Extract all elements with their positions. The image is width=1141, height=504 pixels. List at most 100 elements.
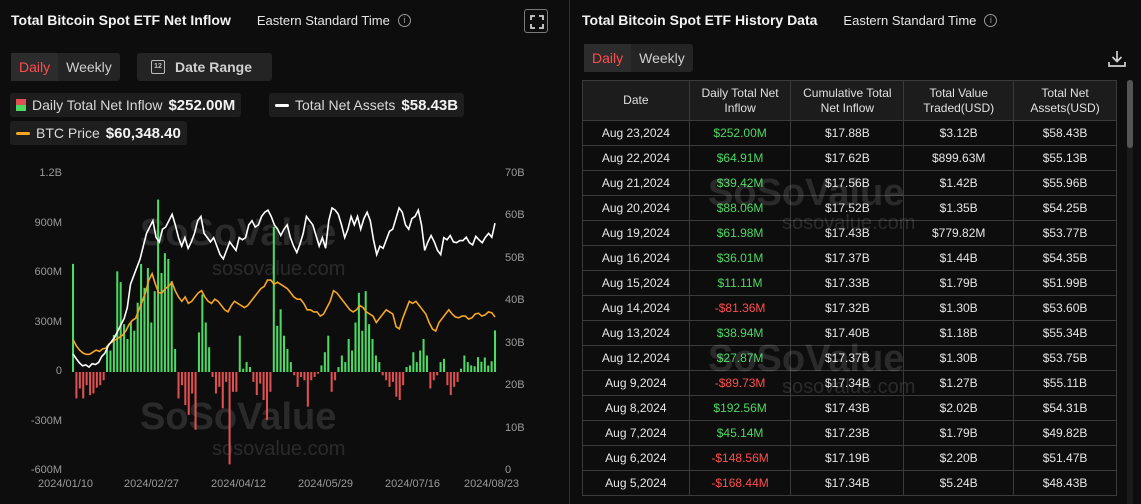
right-axis-tick: 70B	[505, 167, 525, 179]
cell-value-traded: $1.18B	[903, 320, 1015, 346]
tab-weekly[interactable]: Weekly	[66, 59, 112, 75]
cell-value-traded: $2.20B	[903, 445, 1015, 471]
cell-net-assets: $53.75B	[1013, 345, 1117, 371]
cell-cumulative: $17.88B	[790, 120, 905, 146]
cell-cumulative: $17.40B	[790, 320, 905, 346]
cell-value-traded: $899.63M	[903, 145, 1015, 171]
table-row[interactable]: Aug 21,2024 $39.42M $17.56B $1.42B $55.96B	[582, 170, 1117, 196]
cell-value-traded: $2.02B	[903, 395, 1015, 421]
table-row[interactable]: Aug 15,2024 $11.11M $17.33B $1.79B $51.99B	[582, 270, 1117, 296]
cell-value-traded: $1.44B	[903, 245, 1015, 271]
table-row[interactable]: Aug 12,2024 $27.87M $17.37B $1.30B $53.75B	[582, 345, 1117, 371]
col-value-traded[interactable]: Total Value Traded(USD)	[903, 80, 1015, 121]
x-axis-tick: 2024/08/23	[464, 478, 520, 490]
cell-value-traded: $3.12B	[903, 120, 1015, 146]
cell-daily-inflow: $27.87M	[688, 345, 792, 371]
table-header: Total Bitcoin Spot ETF History Data East…	[582, 12, 998, 28]
fullscreen-button[interactable]	[524, 9, 548, 33]
col-daily-inflow[interactable]: Daily Total Net Inflow	[688, 80, 792, 121]
legend-btc-value: $60,348.40	[105, 124, 181, 142]
table-row[interactable]: Aug 8,2024 $192.56M $17.43B $2.02B $54.31B	[582, 395, 1117, 421]
cell-net-assets: $58.43B	[1013, 120, 1117, 146]
table-row[interactable]: Aug 22,2024 $64.91M $17.62B $899.63M $55.13B	[582, 145, 1117, 171]
cell-daily-inflow: $61.98M	[688, 220, 792, 246]
cell-net-assets: $55.96B	[1013, 170, 1117, 196]
left-axis-tick: 300M	[34, 315, 62, 328]
right-axis-tick: 0	[505, 464, 512, 476]
table-row[interactable]: Aug 6,2024 -$148.56M $17.19B $2.20B $51.47B	[582, 445, 1117, 471]
tab-weekly[interactable]: Weekly	[639, 50, 685, 66]
tab-daily[interactable]: Daily	[11, 53, 59, 81]
cell-daily-inflow: $39.42M	[688, 170, 792, 196]
cell-date: Aug 5,2024	[582, 470, 690, 496]
legend-inflow-label: Daily Total Net Inflow	[32, 97, 163, 113]
table-row[interactable]: Aug 16,2024 $36.01M $17.37B $1.44B $54.35B	[582, 245, 1117, 271]
table-row[interactable]: Aug 5,2024 -$168.44M $17.34B $5.24B $48.43B	[582, 470, 1117, 496]
line-swatch-icon	[275, 103, 289, 107]
cell-daily-inflow: $45.14M	[688, 420, 792, 446]
cell-date: Aug 16,2024	[582, 245, 690, 271]
cell-cumulative: $17.37B	[790, 245, 905, 271]
info-icon[interactable]: i	[397, 13, 411, 27]
scrollbar-thumb[interactable]	[1127, 80, 1133, 148]
cell-net-assets: $54.25B	[1013, 195, 1117, 221]
cell-net-assets: $51.47B	[1013, 445, 1117, 471]
cell-date: Aug 13,2024	[582, 320, 690, 346]
period-toggle: Daily Weekly	[584, 44, 693, 72]
cell-cumulative: $17.62B	[790, 145, 905, 171]
legend-inflow[interactable]: Daily Total Net Inflow $252.00M	[10, 93, 242, 117]
cell-value-traded: $1.30B	[903, 345, 1015, 371]
cell-cumulative: $17.34B	[790, 370, 905, 396]
cell-date: Aug 9,2024	[582, 370, 690, 396]
cell-net-assets: $49.82B	[1013, 420, 1117, 446]
cell-value-traded: $1.35B	[903, 195, 1015, 221]
timezone-label: Eastern Standard Time	[256, 12, 390, 28]
fullscreen-icon	[530, 15, 544, 29]
legend-btc-label: BTC Price	[36, 125, 100, 141]
cell-daily-inflow: -$148.56M	[688, 445, 792, 471]
cell-net-assets: $54.31B	[1013, 395, 1117, 421]
left-axis-tick: 900M	[34, 216, 62, 229]
legend-assets[interactable]: Total Net Assets $58.43B	[269, 93, 465, 117]
table-scrollbar[interactable]	[1127, 80, 1133, 504]
col-date[interactable]: Date	[582, 80, 690, 121]
bar-swatch-icon	[16, 99, 26, 111]
legend-btc[interactable]: BTC Price $60,348.40	[10, 121, 187, 145]
cell-daily-inflow: $11.11M	[688, 270, 792, 296]
date-range-label: Date Range	[175, 59, 253, 75]
table-row[interactable]: Aug 19,2024 $61.98M $17.43B $779.82M $53.77B	[582, 220, 1117, 246]
panel-divider	[569, 0, 570, 504]
x-axis-tick: 2024/01/10	[38, 478, 94, 490]
table-row[interactable]: Aug 9,2024 -$89.73M $17.34B $1.27B $55.11B	[582, 370, 1117, 396]
cell-date: Aug 20,2024	[582, 195, 690, 221]
cell-daily-inflow: $88.06M	[688, 195, 792, 221]
table-row[interactable]: Aug 7,2024 $45.14M $17.23B $1.79B $49.82B	[582, 420, 1117, 446]
line-swatch-icon	[16, 131, 30, 135]
cell-net-assets: $55.11B	[1013, 370, 1117, 396]
info-icon[interactable]: i	[984, 13, 998, 27]
tab-daily[interactable]: Daily	[584, 44, 632, 72]
table-title: Total Bitcoin Spot ETF History Data	[582, 12, 818, 28]
col-net-assets[interactable]: Total Net Assets(USD)	[1013, 80, 1117, 121]
table-row[interactable]: Aug 14,2024 -$81.36M $17.32B $1.30B $53.60B	[582, 295, 1117, 321]
inflow-chart[interactable]	[0, 0, 568, 504]
cell-value-traded: $1.27B	[903, 370, 1015, 396]
cell-date: Aug 15,2024	[582, 270, 690, 296]
cell-date: Aug 21,2024	[582, 170, 690, 196]
history-table: Date Daily Total Net Inflow Cumulative T…	[582, 80, 1117, 496]
timezone-label: Eastern Standard Time	[843, 12, 977, 28]
cell-date: Aug 8,2024	[582, 395, 690, 421]
table-row[interactable]: Aug 20,2024 $88.06M $17.52B $1.35B $54.25B	[582, 195, 1117, 221]
calendar-icon: 12	[151, 60, 165, 74]
cell-daily-inflow: -$168.44M	[688, 470, 792, 496]
date-range-button[interactable]: 12 Date Range	[137, 53, 272, 81]
cell-net-assets: $54.35B	[1013, 245, 1117, 271]
cell-cumulative: $17.33B	[790, 270, 905, 296]
table-row[interactable]: Aug 23,2024 $252.00M $17.88B $3.12B $58.43B	[582, 120, 1117, 146]
table-row[interactable]: Aug 13,2024 $38.94M $17.40B $1.18B $55.34B	[582, 320, 1117, 346]
col-cumulative-inflow[interactable]: Cumulative Total Net Inflow	[790, 80, 905, 121]
cell-daily-inflow: $252.00M	[688, 120, 792, 146]
cell-cumulative: $17.23B	[790, 420, 905, 446]
download-button[interactable]	[1107, 50, 1127, 68]
right-axis-tick: 60B	[505, 209, 525, 222]
